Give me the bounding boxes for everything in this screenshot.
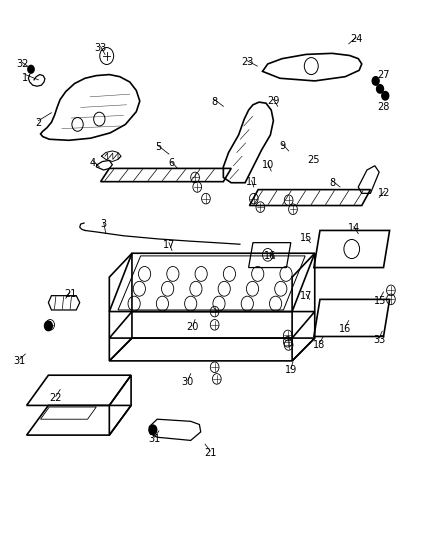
Text: 33: 33 — [95, 43, 107, 53]
Text: 15: 15 — [374, 296, 386, 306]
Text: 24: 24 — [350, 34, 362, 44]
Text: 30: 30 — [181, 377, 194, 387]
Text: 33: 33 — [373, 335, 385, 345]
Text: 21: 21 — [64, 289, 76, 299]
Text: 3: 3 — [101, 219, 107, 229]
Text: 23: 23 — [241, 58, 254, 67]
Circle shape — [382, 92, 389, 100]
Text: 15: 15 — [300, 233, 312, 244]
Circle shape — [372, 77, 379, 85]
Text: 28: 28 — [377, 102, 389, 112]
Text: 16: 16 — [339, 324, 351, 334]
Circle shape — [45, 321, 52, 330]
Text: 8: 8 — [329, 177, 335, 188]
Text: 21: 21 — [204, 448, 216, 458]
Text: 25: 25 — [307, 156, 320, 165]
Text: 2: 2 — [35, 118, 42, 128]
Text: 32: 32 — [16, 59, 28, 69]
Text: 18: 18 — [313, 340, 325, 350]
Circle shape — [28, 65, 35, 74]
Text: 31: 31 — [148, 434, 161, 444]
Text: 8: 8 — [212, 97, 218, 107]
Text: 20: 20 — [187, 322, 199, 333]
Text: 9: 9 — [279, 141, 285, 151]
Text: 22: 22 — [49, 393, 62, 403]
Text: 27: 27 — [377, 70, 389, 79]
Text: 17: 17 — [163, 240, 175, 251]
Text: 19: 19 — [285, 365, 297, 375]
Text: 5: 5 — [155, 142, 161, 152]
Circle shape — [377, 85, 384, 93]
Text: 1: 1 — [22, 73, 28, 83]
Text: 16: 16 — [264, 251, 276, 261]
Text: 10: 10 — [261, 160, 274, 169]
Text: 4: 4 — [90, 158, 96, 168]
Text: 17: 17 — [300, 290, 312, 301]
Text: 29: 29 — [267, 96, 279, 106]
Text: 14: 14 — [348, 223, 360, 233]
Circle shape — [149, 425, 157, 434]
Text: 12: 12 — [378, 188, 391, 198]
Text: 6: 6 — [168, 158, 174, 168]
Text: 11: 11 — [246, 176, 258, 187]
Text: 31: 31 — [14, 356, 26, 366]
